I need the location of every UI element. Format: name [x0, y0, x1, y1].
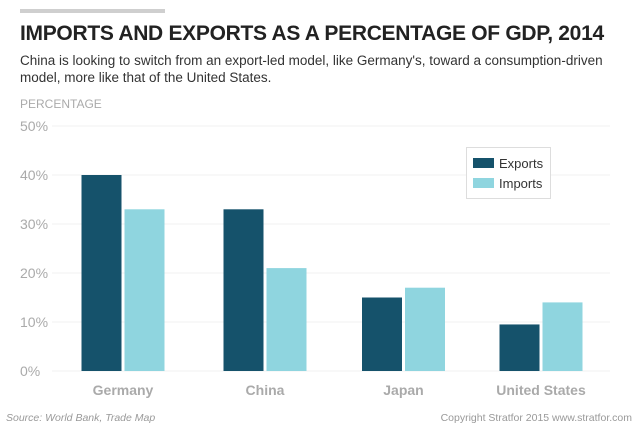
copyright-note: Copyright Stratfor 2015 www.stratfor.com: [440, 412, 632, 424]
legend-label-exports: Exports: [499, 155, 544, 171]
legend-label-imports: Imports: [499, 175, 543, 191]
bar-imports-germany: [124, 209, 165, 371]
x-tick-label: Germany: [93, 382, 154, 398]
bar-exports-united-states: [499, 324, 540, 371]
legend: Exports Imports: [466, 147, 551, 199]
legend-swatch-imports: [473, 178, 494, 188]
y-tick-label: 10%: [20, 314, 48, 330]
x-tick-label: China: [246, 382, 285, 398]
bar-imports-china: [266, 268, 307, 371]
y-tick-label: 0%: [20, 363, 40, 379]
legend-item-imports: Imports: [473, 175, 542, 191]
bar-imports-japan: [405, 287, 445, 371]
bar-exports-japan: [362, 297, 402, 371]
header-accent-bar: [20, 9, 165, 13]
y-axis-label: PERCENTAGE: [20, 97, 102, 111]
bar-imports-united-states: [542, 302, 583, 371]
y-tick-label: 20%: [20, 265, 48, 281]
x-tick-label: Japan: [383, 382, 423, 398]
source-note: Source: World Bank, Trade Map: [6, 412, 156, 424]
x-tick-label: United States: [496, 382, 586, 398]
y-tick-label: 50%: [20, 118, 48, 134]
y-tick-label: 30%: [20, 216, 48, 232]
bar-exports-germany: [81, 175, 122, 371]
legend-item-exports: Exports: [473, 155, 543, 171]
bar-exports-china: [223, 209, 264, 371]
y-tick-label: 40%: [20, 167, 48, 183]
chart-title: IMPORTS AND EXPORTS AS A PERCENTAGE OF G…: [20, 22, 604, 45]
chart-subtitle: China is looking to switch from an expor…: [20, 53, 603, 85]
legend-swatch-exports: [473, 158, 494, 168]
